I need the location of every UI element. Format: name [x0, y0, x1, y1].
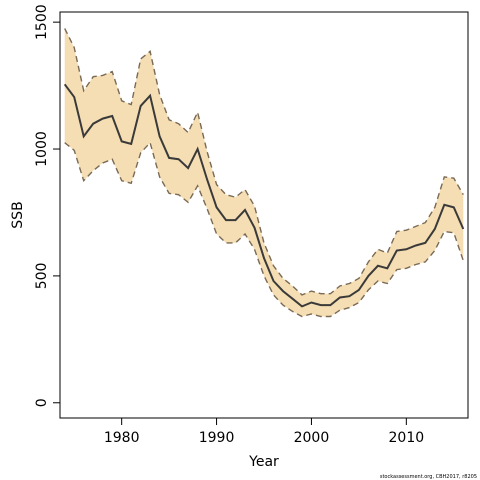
- x-tick-label: 2000: [294, 430, 330, 446]
- y-axis: 0 500 1000 1500: [34, 4, 60, 407]
- estimate-line: [63, 83, 465, 308]
- plot-frame: [59, 11, 469, 419]
- x-tick-label: 1980: [104, 430, 140, 446]
- lower-bound-line: [64, 141, 464, 318]
- y-axis-title: SSB: [10, 201, 26, 228]
- confidence-band: [64, 28, 464, 317]
- upper-bound-line: [64, 28, 464, 296]
- x-tick-label: 1990: [199, 430, 235, 446]
- x-axis: 1980 1990 2000 2010: [104, 418, 424, 446]
- y-tick-label: 1500: [34, 4, 50, 40]
- footer-credit: stockassessment.org, CBH2017, r8205: [380, 474, 477, 480]
- x-tick-label: 2010: [389, 430, 425, 446]
- y-tick-label: 500: [34, 263, 50, 290]
- plot-area: [63, 28, 465, 318]
- y-tick-label: 1000: [34, 131, 50, 167]
- x-axis-title: Year: [248, 454, 279, 470]
- y-tick-label: 0: [34, 398, 50, 407]
